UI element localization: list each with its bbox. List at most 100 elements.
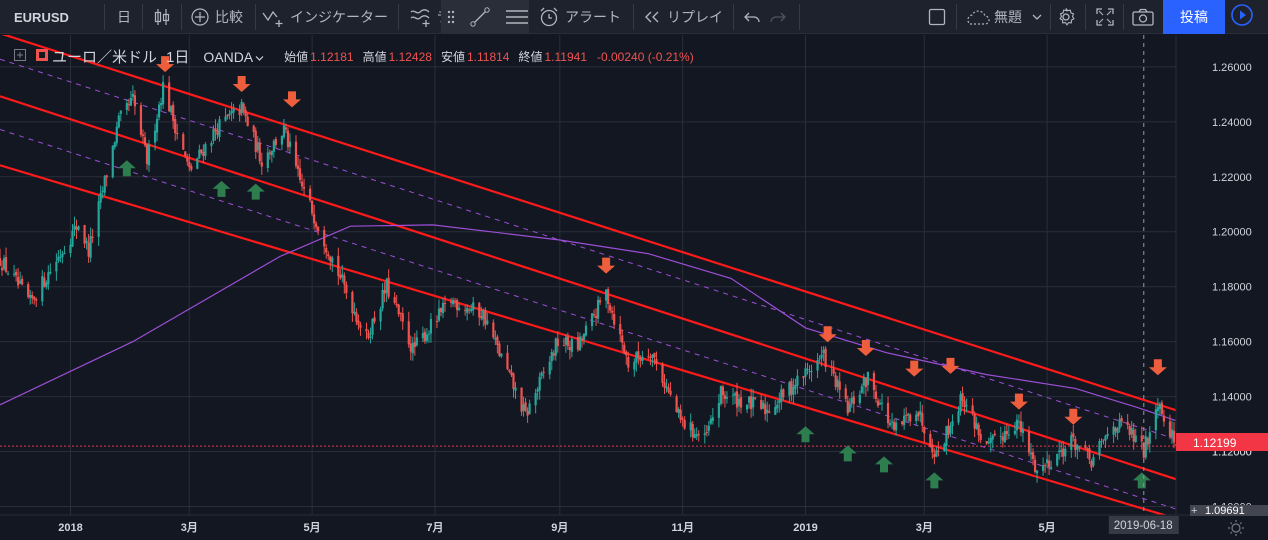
- toolbar-divider: [956, 4, 957, 30]
- candle-body: [677, 408, 680, 413]
- candle-body: [880, 402, 884, 404]
- candle-body: [224, 116, 227, 121]
- candle-body: [1120, 417, 1123, 422]
- candle-body: [1005, 431, 1008, 435]
- layout-button[interactable]: [928, 0, 946, 34]
- candle-body: [2, 258, 6, 270]
- candle-body: [514, 387, 517, 391]
- candle-body: [41, 276, 44, 302]
- candle-body: [470, 308, 473, 312]
- candle-body: [397, 304, 400, 315]
- candle-body: [780, 389, 783, 402]
- candle-body: [985, 441, 988, 444]
- candle-body: [246, 116, 249, 126]
- settings-button[interactable]: [1056, 0, 1076, 34]
- candle-body: [858, 394, 861, 404]
- candle-body: [280, 135, 284, 145]
- candle-body: [838, 381, 841, 390]
- candle-body: [19, 280, 22, 284]
- candle-body: [957, 411, 960, 423]
- candle-body: [240, 101, 243, 114]
- candle-body: [284, 127, 288, 130]
- candle-body: [1162, 415, 1166, 422]
- candle-body: [1003, 431, 1006, 443]
- candle-body: [170, 106, 173, 113]
- menu-tool[interactable]: [505, 0, 529, 34]
- candle-body: [508, 369, 511, 372]
- candle-body: [401, 313, 404, 322]
- candle-body: [1001, 436, 1004, 441]
- candle-body: [633, 361, 636, 370]
- candle-body: [538, 376, 541, 391]
- candle-body: [478, 303, 481, 318]
- compare-button[interactable]: 比較: [190, 0, 243, 34]
- trend-line-tool[interactable]: [469, 0, 491, 34]
- candle-body: [125, 103, 128, 110]
- time-scale-settings[interactable]: [1228, 520, 1244, 536]
- candle-body: [131, 93, 135, 97]
- candle-body: [993, 433, 996, 436]
- alert-button[interactable]: アラート: [538, 0, 621, 34]
- candle-body: [1074, 438, 1077, 451]
- candle-body: [1154, 409, 1157, 431]
- candle-body: [709, 418, 712, 424]
- chart-area[interactable]: 1.26000 1.24000 1.22000 1.20000 1.18000 1.160…: [0, 35, 1268, 540]
- candle-body: [989, 437, 992, 444]
- undo-button[interactable]: [743, 0, 761, 34]
- time-scale[interactable]: 2018 3月 5月 7月 9月 11月 2019 3月 5月: [58, 521, 1055, 534]
- indicators-button[interactable]: インジケーター: [262, 0, 388, 34]
- up-arrow-icon: [246, 183, 265, 200]
- indicators-label: インジケーター: [290, 10, 388, 26]
- chart-type-button[interactable]: [153, 0, 171, 34]
- candle-body: [1044, 465, 1047, 467]
- price-scale[interactable]: 1.26000 1.24000 1.22000 1.20000 1.18000 1.160…: [1212, 62, 1252, 514]
- snapshot-button[interactable]: [1132, 0, 1154, 34]
- candle-body: [0, 267, 4, 271]
- candle-body: [496, 336, 499, 345]
- interval-button[interactable]: 日: [117, 0, 131, 34]
- candle-body: [836, 379, 839, 387]
- toolbar-divider: [1123, 4, 1124, 30]
- drawing-panel-drag-handle[interactable]: [447, 0, 455, 34]
- candlestick-series: [0, 75, 1180, 483]
- candle-body: [393, 297, 396, 303]
- candle-body: [43, 277, 46, 287]
- candle-body: [1116, 428, 1119, 434]
- candle-body: [317, 227, 320, 231]
- candle-body: [929, 434, 932, 448]
- candle-body: [764, 404, 767, 415]
- collapse-legend-icon[interactable]: [14, 49, 26, 64]
- candle-body: [774, 407, 777, 415]
- post-button[interactable]: 投稿: [1163, 0, 1225, 34]
- fullscreen-button[interactable]: [1096, 0, 1114, 34]
- candle-body: [945, 426, 948, 447]
- redo-button[interactable]: [769, 0, 787, 34]
- replay-button[interactable]: リプレイ: [643, 0, 723, 34]
- candle-body: [903, 415, 906, 426]
- channel-line: [0, 164, 1167, 517]
- toolbar-divider: [1050, 4, 1051, 30]
- candle-body: [667, 387, 670, 392]
- candle-body: [1076, 444, 1079, 450]
- candle-body: [157, 104, 161, 118]
- price-tick-label: 1.20000: [1212, 227, 1252, 239]
- candle-body: [315, 223, 318, 228]
- candle-body: [901, 421, 904, 425]
- symbol-search-button[interactable]: EURUSD: [14, 9, 69, 25]
- candle-body: [584, 325, 588, 336]
- candle-body: [288, 141, 292, 147]
- candle-body: [172, 104, 175, 121]
- candle-body: [89, 235, 92, 258]
- toolbar-divider: [1085, 4, 1086, 30]
- play-button[interactable]: [1228, 4, 1256, 30]
- open-value: 1.12181: [310, 49, 354, 64]
- layout-name-button[interactable]: 無題: [964, 0, 1042, 34]
- up-arrow-icon: [838, 445, 857, 462]
- candle-body: [6, 273, 10, 275]
- candle-body: [141, 134, 145, 137]
- candle-body: [77, 226, 80, 230]
- legend-interval: 1日: [166, 49, 190, 66]
- legend-feed[interactable]: OANDA: [203, 49, 264, 65]
- candle-body: [482, 309, 485, 320]
- down-arrow-icon: [905, 360, 924, 377]
